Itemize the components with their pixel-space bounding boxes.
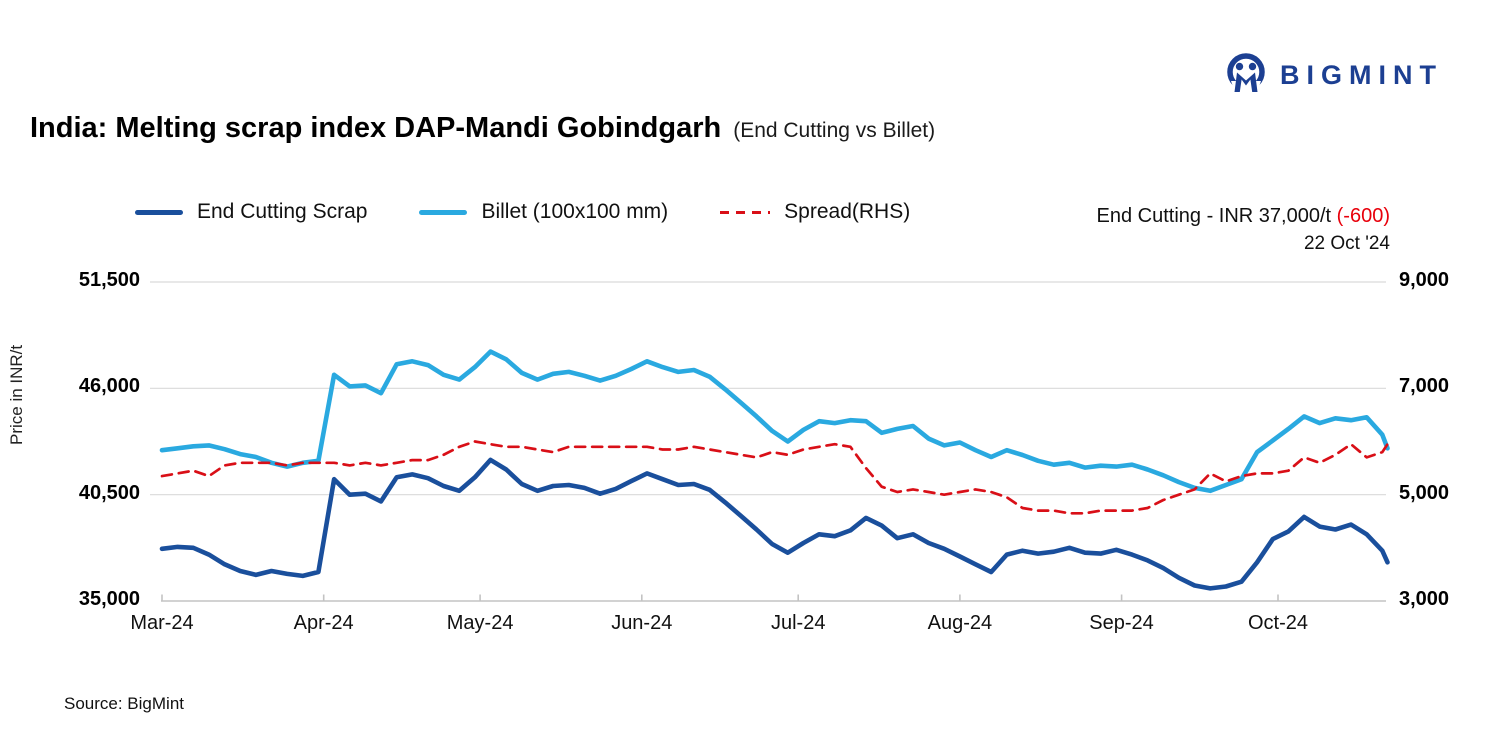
latest-price-change: (-600) xyxy=(1336,205,1390,227)
series-line-spread-rhs- xyxy=(160,440,1389,515)
y-axis-label-left: 35,000 xyxy=(78,588,140,610)
series-line-end-cutting-scrap xyxy=(159,457,1390,591)
x-axis-label: Mar-24 xyxy=(130,612,194,634)
chart-legend: End Cutting Scrap Billet (100x100 mm) Spre… xyxy=(135,200,910,224)
x-axis-label: Oct-24 xyxy=(1247,612,1309,634)
bigmint-logo: BIGMINT xyxy=(1224,52,1443,98)
y-axis-label-right: 5,000 xyxy=(1399,481,1450,504)
bigmint-logo-text: BIGMINT xyxy=(1280,59,1443,90)
legend-label: End Cutting Scrap xyxy=(197,200,368,223)
legend-label: Billet (100x100 mm) xyxy=(481,200,669,223)
series-line-billet-100x100-mm- xyxy=(159,349,1390,494)
y-axis-label-right: 7,000 xyxy=(1399,375,1450,398)
latest-price-date: 22 Oct '24 xyxy=(1303,233,1390,254)
legend-dashed-line-swatch xyxy=(720,210,771,214)
legend-label: Spread(RHS) xyxy=(784,200,911,223)
latest-price-line: End Cutting - INR 37,000/t (-600) xyxy=(1097,203,1391,230)
x-axis-label: Aug-24 xyxy=(927,612,993,634)
x-axis-label: Apr-24 xyxy=(293,612,354,634)
source-note: Source: BigMint xyxy=(64,694,184,713)
page-title: India: Melting scrap index DAP-Mandi Gob… xyxy=(30,112,722,144)
bigmint-logo-icon xyxy=(1224,52,1268,98)
legend-line-swatch xyxy=(419,209,468,215)
legend-line-swatch xyxy=(135,209,183,215)
y-axis-label-left: 40,500 xyxy=(78,481,140,504)
latest-price-label: End Cutting - INR 37,000/t xyxy=(1096,205,1332,227)
chart-title-row: India: Melting scrap index DAP-Mandi Gob… xyxy=(30,112,935,145)
y-axis-label-right: 9,000 xyxy=(1399,269,1450,291)
legend-item-1[interactable]: Billet (100x100 mm) xyxy=(419,200,668,224)
page-title-suffix: (End Cutting vs Billet) xyxy=(733,119,936,142)
legend-item-2[interactable]: Spread(RHS) xyxy=(720,200,910,224)
x-axis-label: May-24 xyxy=(446,612,514,634)
y-axis-label-right: 3,000 xyxy=(1399,588,1450,610)
latest-price-annotation: End Cutting - INR 37,000/t (-600) 22 Oct… xyxy=(1097,203,1391,257)
x-axis-label: Sep-24 xyxy=(1089,612,1154,634)
y-axis-label-left: 46,000 xyxy=(78,375,140,398)
y-axis-label-left: 51,500 xyxy=(78,269,140,291)
x-axis-label: Jul-24 xyxy=(770,612,826,634)
legend-item-0[interactable]: End Cutting Scrap xyxy=(135,200,367,224)
x-axis-label: Jun-24 xyxy=(611,612,673,634)
